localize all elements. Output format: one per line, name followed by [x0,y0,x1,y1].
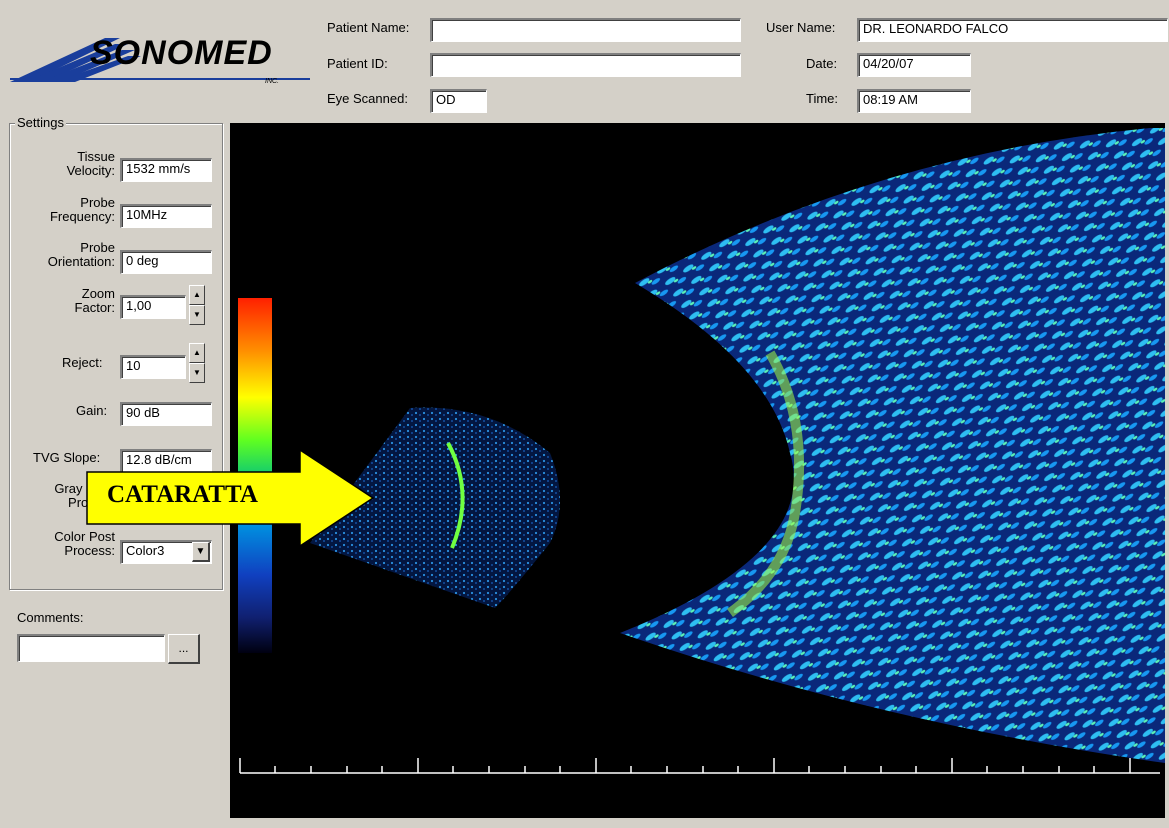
date-field[interactable]: 04/20/07 [857,53,971,77]
comments-browse-button[interactable]: ... [168,634,200,664]
lens-echo [446,442,465,549]
cataratta-arrow: CATARATTA [85,448,375,548]
anterior-segment-region [310,407,560,608]
comments-field[interactable] [17,634,165,662]
color-post-process-label: Color Post Process: [54,529,115,558]
eye-scanned-field[interactable]: OD [430,89,487,113]
user-name-label: User Name: [766,20,836,35]
patient-id-field[interactable] [430,53,741,77]
reject-field[interactable]: 10 [120,355,186,379]
reject-label: Reject: [62,355,103,370]
date-label: Date: [806,56,838,71]
ultrasound-image [238,128,1165,774]
gain-label: Gain: [76,403,108,418]
probe-orientation-label: Probe Orientation: [47,240,115,269]
eye-wall-region [620,128,1165,763]
distance-scale [239,758,1160,774]
time-label: Time: [806,91,839,106]
comments-label: Comments: [17,610,84,625]
patient-name-label: Patient Name: [327,20,410,35]
up-arrow-icon[interactable]: ▲ [189,285,205,305]
logo-swoosh-icon [10,38,310,82]
chevron-down-icon[interactable]: ▼ [192,542,210,562]
up-arrow-icon[interactable]: ▲ [189,343,205,363]
settings-title: Settings [15,115,66,130]
down-arrow-icon[interactable]: ▼ [189,363,205,383]
reject-spinner[interactable]: ▲ ▼ [189,343,205,385]
time-field[interactable]: 08:19 AM [857,89,971,113]
patient-name-field[interactable] [430,18,741,42]
zoom-factor-field[interactable]: 1,00 [120,295,186,319]
eye-scanned-label: Eye Scanned: [327,91,408,106]
cataratta-label: CATARATTA [107,481,258,508]
tissue-velocity-label: Tissue Velocity: [66,149,115,178]
sonomed-logo: SONOMED INC. [10,30,310,90]
settings-group [9,123,223,590]
probe-orientation-field[interactable]: 0 deg [120,250,212,274]
zoom-factor-spinner[interactable]: ▲ ▼ [189,285,205,327]
gain-field[interactable]: 90 dB [120,402,212,426]
scan-display [230,123,1165,818]
tvg-slope-label: TVG Slope: [33,450,101,465]
probe-frequency-field[interactable]: 10MHz [120,204,212,228]
logo-suffix: INC. [265,78,279,85]
zoom-factor-label: Zoom Factor: [74,286,115,315]
logo-text: SONOMED [90,34,273,72]
patient-id-label: Patient ID: [327,56,388,71]
probe-frequency-label: Probe Frequency: [49,195,115,224]
right-arrow-icon [86,448,375,548]
tissue-velocity-field[interactable]: 1532 mm/s [120,158,212,182]
user-name-field[interactable]: DR. LEONARDO FALCO [857,18,1168,42]
down-arrow-icon[interactable]: ▼ [189,305,205,325]
